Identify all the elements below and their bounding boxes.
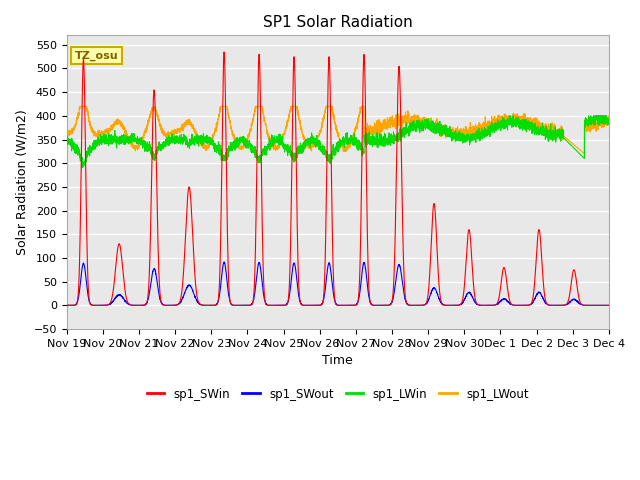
sp1_LWin [509,113,516,119]
sp1_SWin [558,302,566,308]
sp1_LWin [104,138,112,144]
Line: sp1_SWin: sp1_SWin [67,52,609,305]
sp1_LWout [63,130,70,135]
sp1_LWout [104,131,112,137]
Line: sp1_LWout: sp1_LWout [67,107,609,154]
sp1_LWin [605,119,612,125]
sp1_LWout [76,104,83,109]
sp1_SWin [451,302,459,308]
Title: SP1 Solar Radiation: SP1 Solar Radiation [263,15,413,30]
sp1_LWin [78,165,86,171]
sp1_LWout [558,130,566,136]
sp1_SWout [63,302,70,308]
sp1_SWout [226,298,234,304]
sp1_SWin [104,302,111,308]
sp1_LWout [580,151,588,156]
sp1_SWin [206,302,214,308]
sp1_LWin [63,134,70,140]
Text: TZ_osu: TZ_osu [75,51,118,61]
Line: sp1_LWin: sp1_LWin [67,116,609,168]
sp1_SWin [605,302,612,308]
sp1_SWout [451,302,459,308]
sp1_SWout [558,302,566,308]
sp1_SWin [508,302,516,308]
sp1_LWin [508,120,516,125]
sp1_SWin [226,297,234,303]
sp1_LWout [451,139,459,145]
Y-axis label: Solar Radiation (W/m2): Solar Radiation (W/m2) [15,109,28,255]
sp1_LWout [508,117,516,123]
sp1_LWout [207,142,214,147]
sp1_LWin [451,130,459,136]
sp1_SWin [63,302,70,308]
sp1_SWout [104,302,111,308]
sp1_LWin [558,127,566,132]
sp1_SWin [220,49,228,55]
Line: sp1_SWout: sp1_SWout [67,262,609,305]
X-axis label: Time: Time [323,354,353,367]
sp1_SWout [220,259,228,265]
sp1_SWout [206,302,214,308]
sp1_LWout [226,118,234,123]
sp1_LWout [605,115,612,120]
Legend: sp1_SWin, sp1_SWout, sp1_LWin, sp1_LWout: sp1_SWin, sp1_SWout, sp1_LWin, sp1_LWout [142,383,534,405]
sp1_LWin [226,145,234,151]
sp1_SWout [508,302,516,308]
sp1_SWout [605,302,612,308]
sp1_LWin [207,137,214,143]
